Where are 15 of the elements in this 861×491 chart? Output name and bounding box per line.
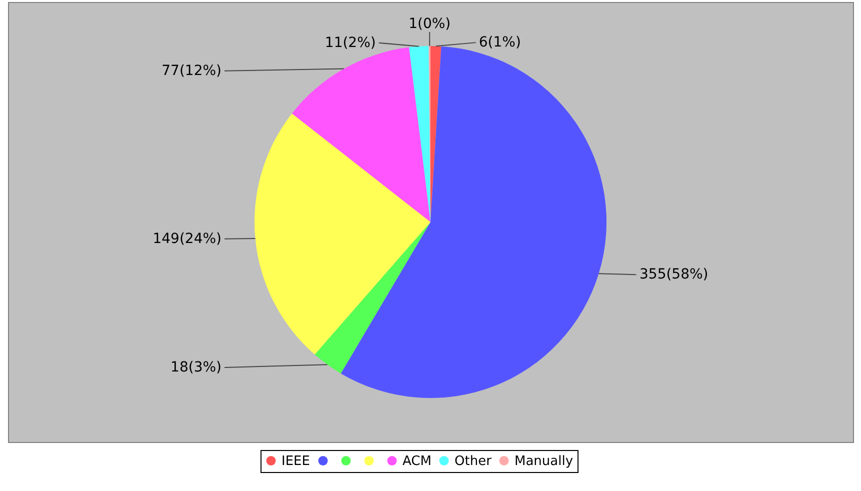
legend-label: Manually [514,454,574,469]
data-label: 77(12%) [162,62,222,79]
data-label: 6(1%) [478,34,521,51]
legend-label: ACM [402,454,432,469]
legend-label: Other [454,454,492,469]
data-label: 355(58%) [640,266,708,283]
data-label: 149(24%) [152,230,222,247]
pie-slice [292,47,430,222]
pie-slice [409,46,430,222]
data-label: 18(3%) [170,359,222,376]
legend-label: IEEE [282,454,310,469]
data-label: 1(0%) [408,16,451,32]
pie-slice [254,113,430,355]
pie-slice [314,222,430,374]
data-label: 11(2%) [324,34,376,51]
